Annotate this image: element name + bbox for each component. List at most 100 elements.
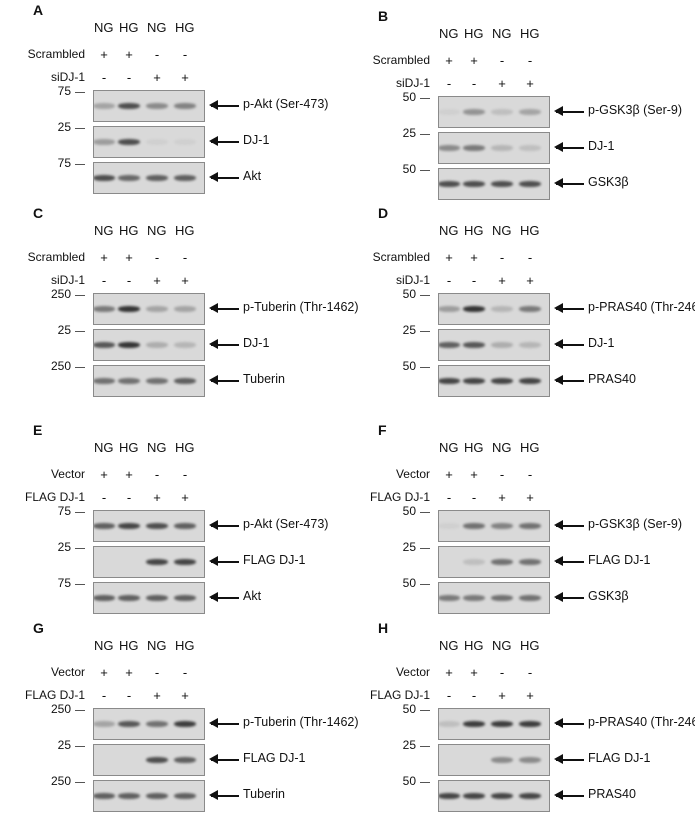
lane-header: NG — [147, 223, 167, 238]
marker-tick — [75, 92, 85, 93]
protein-band — [439, 145, 460, 151]
treatment-sign: + — [498, 273, 506, 288]
control-sign: + — [470, 665, 478, 680]
protein-band — [519, 793, 541, 799]
molecular-weight-marker: 250 — [50, 359, 71, 373]
arrow-icon — [209, 521, 239, 529]
marker-tick — [420, 331, 430, 332]
protein-band — [94, 721, 115, 727]
blot-strip — [438, 546, 550, 578]
molecular-weight-marker: 50 — [402, 359, 416, 373]
treatment-sign: + — [181, 688, 189, 703]
protein-band — [491, 559, 513, 565]
panel-letter: G — [33, 620, 44, 636]
lane-header: NG — [439, 26, 459, 41]
arrow-icon — [209, 304, 239, 312]
arrow-icon — [209, 173, 239, 181]
molecular-weight-marker: 75 — [57, 576, 71, 590]
antibody-label: p-Tuberin (Thr-1462) — [243, 715, 359, 729]
molecular-weight-marker: 25 — [57, 120, 71, 134]
blot-strip — [438, 96, 550, 128]
panel-letter: A — [33, 2, 44, 18]
marker-tick — [420, 98, 430, 99]
lane-header: HG — [464, 26, 484, 41]
marker-tick — [75, 331, 85, 332]
antibody-label: Tuberin — [243, 372, 285, 386]
protein-band — [94, 306, 115, 312]
protein-band — [118, 595, 140, 601]
treatment-sign: + — [526, 688, 534, 703]
protein-band — [463, 523, 485, 529]
antibody-label: GSK3β — [588, 175, 629, 189]
treatment-sign: + — [526, 273, 534, 288]
protein-band — [174, 757, 196, 763]
lane-header: NG — [94, 223, 114, 238]
arrow-icon — [554, 304, 584, 312]
blot-strip — [93, 90, 205, 122]
protein-band — [94, 793, 115, 799]
marker-tick — [75, 512, 85, 513]
molecular-weight-marker: 50 — [402, 774, 416, 788]
antibody-label: Akt — [243, 169, 262, 183]
control-sign: - — [182, 47, 188, 62]
antibody-label: DJ-1 — [243, 336, 270, 350]
control-sign: - — [154, 250, 160, 265]
molecular-weight-marker: 75 — [57, 504, 71, 518]
control-sign: + — [470, 467, 478, 482]
protein-band — [118, 306, 140, 312]
treatment-sign: - — [126, 70, 132, 85]
protein-band — [519, 378, 541, 384]
blot-strip — [93, 744, 205, 776]
treatment-sign: - — [101, 273, 107, 288]
control-sign: - — [154, 665, 160, 680]
control-label: Vector — [395, 665, 430, 679]
protein-band — [519, 523, 541, 529]
treatment-sign: + — [181, 490, 189, 505]
molecular-weight-marker: 25 — [402, 323, 416, 337]
protein-band — [118, 378, 140, 384]
marker-tick — [420, 710, 430, 711]
protein-band — [439, 595, 460, 601]
protein-band — [463, 559, 485, 565]
lane-header: HG — [520, 223, 540, 238]
treatment-label: FLAG DJ-1 — [369, 688, 430, 702]
protein-band — [491, 793, 513, 799]
control-label: Scrambled — [372, 53, 430, 67]
control-sign: - — [182, 467, 188, 482]
treatment-sign: - — [446, 273, 452, 288]
arrow-icon — [209, 376, 239, 384]
panel-letter: F — [378, 422, 387, 438]
panel-g: G NG HG NG HG Vector FLAG DJ-1 + + - - - - + +250 p-Tub… — [5, 620, 359, 825]
blot-strip — [438, 293, 550, 325]
arrow-icon — [209, 137, 239, 145]
molecular-weight-marker: 250 — [50, 287, 71, 301]
treatment-label: FLAG DJ-1 — [24, 688, 85, 702]
antibody-label: p-GSK3β (Ser-9) — [588, 517, 683, 531]
lane-header: HG — [175, 440, 195, 455]
protein-band — [118, 103, 140, 109]
blot-strip — [438, 510, 550, 542]
treatment-label: siDJ-1 — [50, 70, 85, 84]
control-label: Scrambled — [27, 47, 85, 61]
control-sign: + — [125, 467, 133, 482]
marker-tick — [75, 710, 85, 711]
marker-tick — [420, 295, 430, 296]
control-sign: + — [445, 665, 453, 680]
marker-tick — [420, 782, 430, 783]
protein-band — [439, 523, 460, 529]
blot-strip — [93, 510, 205, 542]
arrow-icon — [209, 340, 239, 348]
protein-band — [519, 721, 541, 727]
control-label: Vector — [50, 467, 85, 481]
protein-band — [146, 306, 168, 312]
arrow-icon — [209, 101, 239, 109]
panel-letter: B — [378, 8, 389, 24]
marker-tick — [420, 746, 430, 747]
control-sign: + — [470, 53, 478, 68]
treatment-sign: + — [181, 70, 189, 85]
protein-band — [174, 559, 196, 565]
arrow-icon — [554, 107, 584, 115]
lane-header: NG — [492, 440, 512, 455]
protein-band — [94, 175, 115, 181]
molecular-weight-marker: 50 — [402, 90, 416, 104]
